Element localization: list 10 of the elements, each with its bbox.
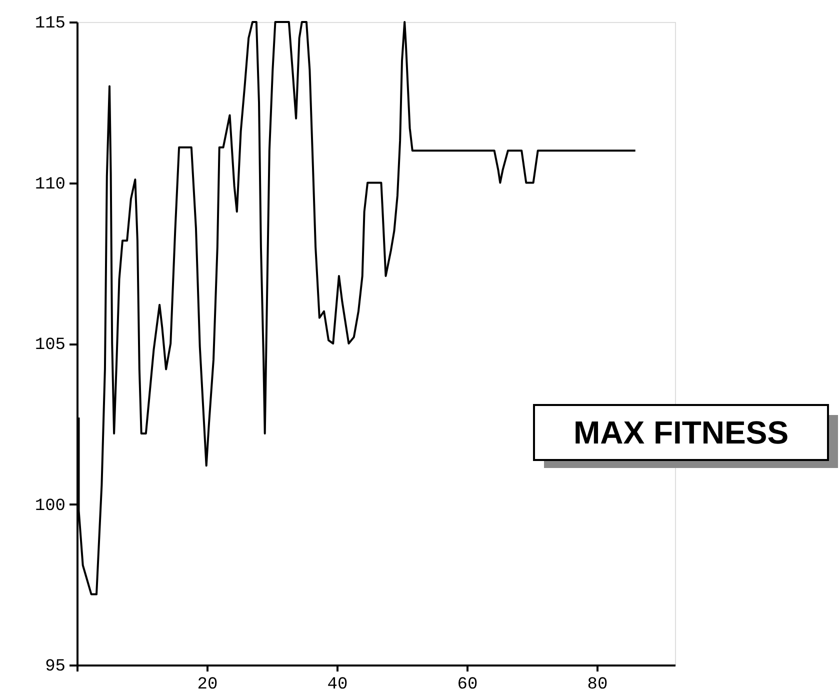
- x-tick-label: 40: [327, 676, 348, 694]
- y-tick-label: 105: [34, 336, 66, 355]
- x-tick-label: 60: [457, 676, 478, 694]
- y-tick-label: 95: [45, 658, 66, 676]
- x-tick-label: 80: [587, 676, 608, 694]
- y-tick-label: 100: [34, 496, 66, 516]
- y-tick-label: 110: [34, 175, 66, 194]
- y-tick-label: 115: [34, 14, 66, 34]
- x-tick-label: 20: [197, 676, 218, 694]
- annotation: MAX FITNESS: [573, 414, 789, 450]
